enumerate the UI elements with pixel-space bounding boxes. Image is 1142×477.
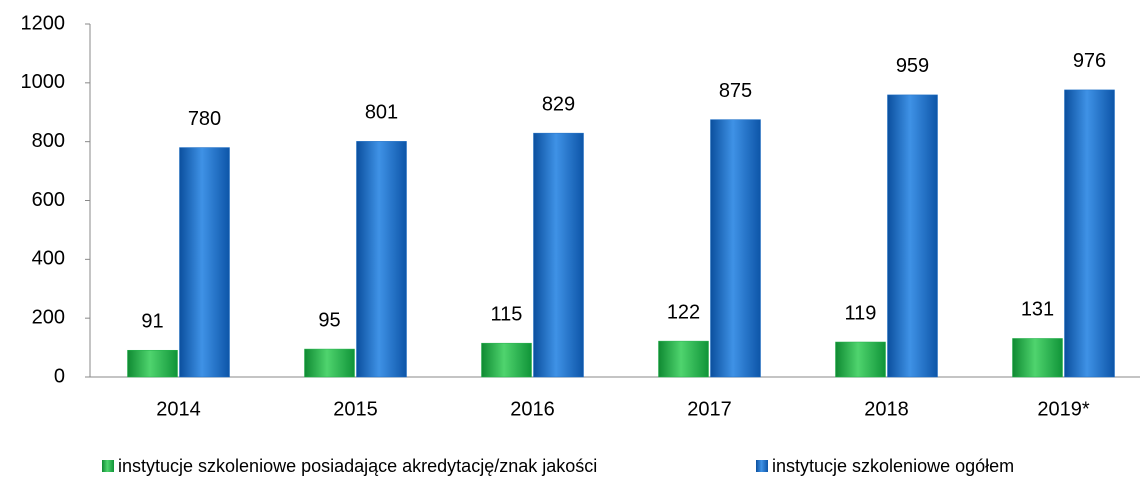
bar bbox=[356, 141, 407, 378]
y-tick-label: 800 bbox=[32, 130, 65, 152]
y-tick-label: 0 bbox=[54, 365, 65, 387]
bar bbox=[127, 349, 178, 378]
y-tick-label: 400 bbox=[32, 248, 65, 270]
legend-label: instytucje szkoleniowe ogółem bbox=[772, 456, 1014, 476]
bar bbox=[481, 342, 532, 378]
value-label: 91 bbox=[141, 311, 163, 333]
value-label: 95 bbox=[318, 309, 340, 331]
bar bbox=[1012, 338, 1063, 378]
value-label: 119 bbox=[845, 302, 877, 324]
bar bbox=[710, 119, 761, 378]
y-tick-label: 1200 bbox=[21, 12, 66, 34]
value-label: 780 bbox=[188, 108, 221, 130]
y-tick-label: 600 bbox=[32, 189, 65, 211]
value-label: 829 bbox=[542, 93, 575, 115]
y-tick-label: 200 bbox=[32, 306, 65, 328]
bar bbox=[304, 348, 355, 378]
value-label: 131 bbox=[1021, 299, 1054, 321]
bar bbox=[658, 340, 709, 378]
value-label: 122 bbox=[667, 301, 700, 323]
x-tick-label: 2018 bbox=[864, 398, 909, 420]
bar bbox=[1064, 89, 1115, 378]
value-label: 976 bbox=[1073, 50, 1106, 72]
bar bbox=[179, 147, 230, 378]
value-label: 115 bbox=[491, 303, 523, 325]
x-tick-label: 2016 bbox=[510, 398, 555, 420]
legend-swatch bbox=[102, 460, 114, 472]
value-label: 875 bbox=[719, 80, 752, 102]
bar bbox=[533, 132, 584, 378]
x-tick-label: 2019* bbox=[1037, 398, 1089, 420]
value-label: 959 bbox=[896, 55, 929, 77]
x-tick-label: 2015 bbox=[333, 398, 378, 420]
x-tick-label: 2014 bbox=[156, 398, 201, 420]
y-tick-label: 1000 bbox=[21, 71, 66, 93]
bar bbox=[887, 94, 938, 378]
value-label: 801 bbox=[365, 102, 398, 124]
bar bbox=[835, 341, 886, 378]
x-tick-label: 2017 bbox=[687, 398, 732, 420]
legend-swatch bbox=[756, 460, 768, 472]
legend-label: instytucje szkoleniowe posiadające akred… bbox=[118, 456, 597, 476]
